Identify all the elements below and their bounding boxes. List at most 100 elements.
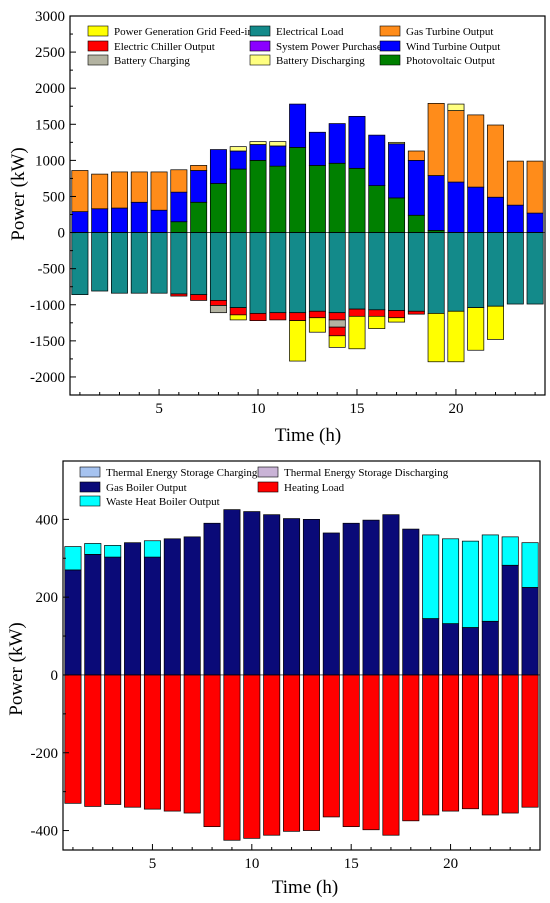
- y-tick-label: 3000: [35, 9, 65, 25]
- y-tick-label: -500: [38, 262, 66, 278]
- x-tick-label: 20: [443, 856, 458, 872]
- legend-item: Electric Chiller Output: [87, 40, 215, 53]
- bar-segment: [111, 207, 128, 233]
- bar-segment: [229, 232, 247, 309]
- x-tick-label: 15: [349, 401, 364, 417]
- bar-segment: [382, 674, 400, 836]
- bar-segment: [328, 326, 346, 337]
- legend-item: Gas Turbine Output: [379, 25, 493, 38]
- legend-swatch: [379, 40, 401, 52]
- bar-segment: [71, 211, 89, 233]
- bar-segment: [71, 170, 89, 212]
- bar-segment: [308, 317, 326, 333]
- bar-segment: [289, 103, 307, 148]
- bar-segment: [501, 674, 519, 814]
- bar-segment: [461, 627, 479, 676]
- bar-segment: [209, 305, 227, 314]
- bar-segment: [382, 514, 400, 676]
- legend-item: Thermal Energy Storage Discharging: [257, 466, 449, 479]
- y-tick-label: 200: [36, 590, 59, 606]
- bar-segment: [348, 115, 366, 169]
- bar-segment: [143, 540, 161, 558]
- legend-swatch: [79, 495, 101, 507]
- bar-segment: [143, 556, 161, 676]
- bar-segment: [302, 518, 320, 676]
- legend-label: Wind Turbine Output: [406, 41, 500, 53]
- bar-segment: [427, 313, 445, 363]
- bar-segment: [209, 300, 227, 306]
- bar-segment: [249, 313, 267, 321]
- y-axis-title: Power (kW): [8, 147, 29, 240]
- bar-segment: [467, 307, 485, 351]
- bar-segment: [447, 103, 465, 111]
- bar-segment: [170, 232, 188, 295]
- bar-segment: [289, 232, 307, 314]
- bar-segment: [302, 674, 320, 831]
- bar-segment: [467, 186, 485, 233]
- bar-segment: [190, 294, 208, 301]
- legend-label: Battery Charging: [114, 55, 190, 67]
- bar-segment: [104, 545, 122, 558]
- bar-segment: [388, 141, 406, 145]
- bar-segment: [163, 538, 181, 676]
- bar-segment: [427, 232, 445, 314]
- bar-segment: [388, 232, 406, 311]
- bar-segment: [362, 674, 380, 831]
- bar-segment: [229, 146, 247, 152]
- legend-label: Thermal Energy Storage Discharging: [284, 467, 449, 479]
- bar-segment: [368, 185, 386, 233]
- bar-segment: [111, 171, 128, 209]
- bar-segment: [249, 144, 267, 161]
- y-tick-label: 0: [58, 226, 66, 242]
- bar-segment: [461, 540, 479, 628]
- legend-item: Heating Load: [257, 481, 345, 494]
- legend-label: System Power Purchase: [276, 41, 382, 53]
- legend-item: Battery Discharging: [249, 54, 365, 67]
- bar-segment: [487, 196, 504, 233]
- bar-segment: [407, 150, 425, 161]
- bar-segment: [190, 165, 208, 171]
- bar-segment: [170, 191, 188, 223]
- bar-segment: [388, 317, 406, 323]
- bar-segment: [183, 536, 201, 676]
- legend-label: Waste Heat Boiler Output: [106, 496, 220, 508]
- bar-segment: [170, 221, 188, 233]
- bar-segment: [422, 674, 440, 816]
- bar-segment: [467, 114, 485, 188]
- bar-segment: [170, 169, 188, 193]
- bar-segment: [84, 674, 102, 807]
- bar-segment: [407, 160, 425, 216]
- bar-segment: [348, 167, 366, 233]
- legend-top: Power Generation Grid Feed-in Electrical…: [87, 25, 500, 67]
- bar-segment: [368, 232, 386, 311]
- bar-segment: [64, 546, 82, 571]
- bar-segment: [481, 674, 499, 816]
- bar-segment: [407, 232, 425, 312]
- bar-segment: [506, 232, 524, 305]
- x-tick-label: 10: [244, 856, 259, 872]
- bar-segment: [407, 214, 425, 233]
- bar-segment: [447, 181, 465, 233]
- bar-segment: [442, 674, 460, 812]
- legend-swatch: [87, 25, 109, 37]
- bar-segment: [183, 674, 201, 814]
- legend-swatch: [249, 40, 271, 52]
- bar-segment: [506, 160, 524, 206]
- legend-item: Battery Charging: [87, 54, 190, 67]
- plot-frame: [62, 460, 541, 851]
- bar-segment: [209, 183, 227, 233]
- x-axis-title: Time (h): [275, 425, 341, 446]
- y-tick-label: 1000: [35, 153, 65, 169]
- legend-label: Battery Discharging: [276, 55, 365, 67]
- bar-segment: [526, 160, 544, 214]
- bar-segment: [190, 170, 208, 203]
- bar-segment: [342, 522, 360, 676]
- bar-segment: [501, 536, 519, 566]
- y-tick-label: -2000: [30, 370, 65, 386]
- bar-segment: [481, 620, 499, 676]
- legend-swatch: [249, 25, 271, 37]
- y-tick-label: -1000: [30, 298, 65, 314]
- bar-segment: [104, 674, 122, 805]
- bar-segment: [64, 569, 82, 676]
